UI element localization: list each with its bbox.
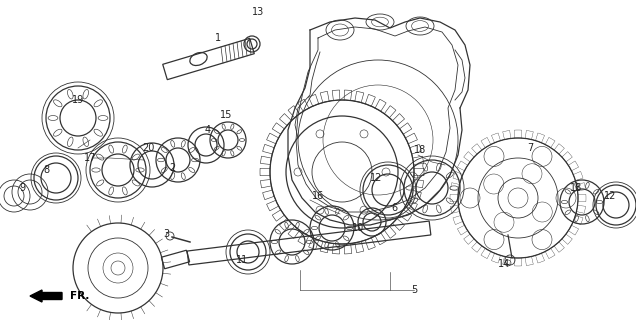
Text: 13: 13 — [252, 7, 264, 17]
FancyArrow shape — [30, 290, 62, 302]
Text: 8: 8 — [43, 165, 49, 175]
Text: 4: 4 — [205, 125, 211, 135]
Text: 15: 15 — [220, 110, 232, 120]
Text: 7: 7 — [527, 143, 533, 153]
Text: 2: 2 — [169, 163, 175, 173]
Text: 18: 18 — [414, 145, 426, 155]
Text: 16: 16 — [312, 191, 324, 201]
Text: 1: 1 — [215, 33, 221, 43]
Text: 12: 12 — [370, 173, 382, 183]
Text: 5: 5 — [411, 285, 417, 295]
Text: 17: 17 — [84, 153, 96, 163]
Text: 11: 11 — [236, 255, 248, 265]
Text: 3: 3 — [163, 229, 169, 239]
Text: 20: 20 — [142, 143, 154, 153]
Text: 12: 12 — [604, 191, 616, 201]
Text: 14: 14 — [498, 259, 510, 269]
Text: 19: 19 — [72, 95, 84, 105]
Text: FR.: FR. — [70, 291, 90, 301]
Text: 18: 18 — [570, 183, 582, 193]
Text: 10: 10 — [352, 223, 364, 233]
Text: 6: 6 — [391, 203, 397, 213]
Text: 9: 9 — [19, 183, 25, 193]
